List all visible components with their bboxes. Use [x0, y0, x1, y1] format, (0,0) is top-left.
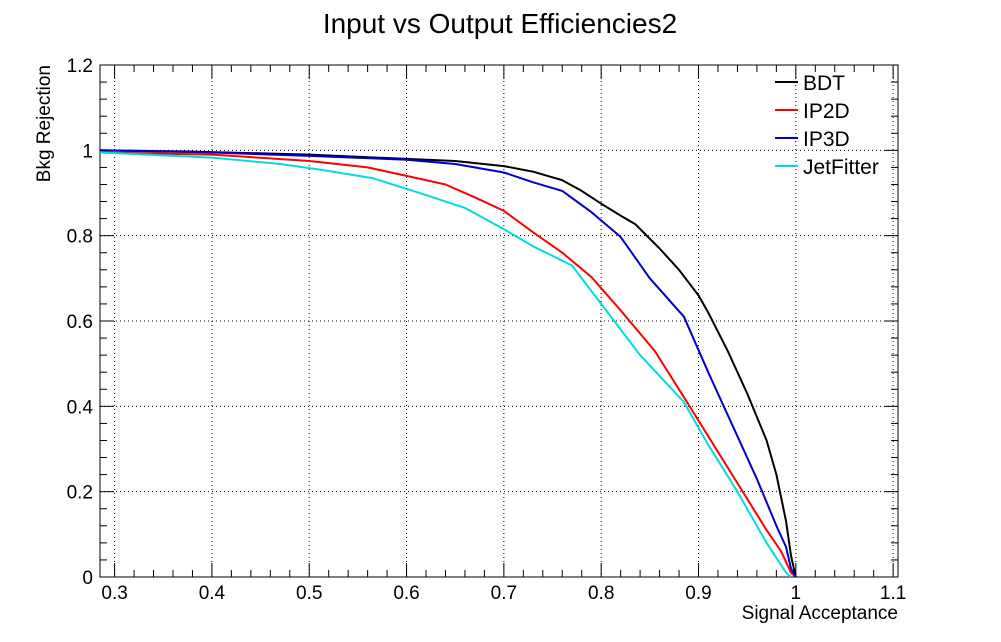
- series-line-bdt: [99, 149, 797, 578]
- grid: [100, 64, 898, 578]
- series-line-ip2d: [99, 151, 797, 578]
- y-axis-label: Bkg Rejection: [34, 65, 55, 182]
- x-tick-label: 0.4: [199, 583, 226, 604]
- series-line-jetfitter: [99, 151, 792, 578]
- x-tick-label: 0.6: [393, 583, 419, 604]
- x-tick-label: 0.5: [296, 583, 322, 604]
- x-tick-label: 0.8: [588, 583, 614, 604]
- legend-label: JetFitter: [803, 156, 879, 179]
- plot-frame: [99, 64, 899, 578]
- legend-label: IP2D: [803, 100, 850, 123]
- y-tick-label: 0.6: [67, 312, 93, 333]
- legend-label: IP3D: [803, 128, 850, 151]
- series-layer: [99, 149, 797, 578]
- y-tick-label: 1.2: [67, 56, 93, 77]
- x-tick-label: 0.9: [685, 583, 711, 604]
- x-tick-label: 1.1: [880, 583, 906, 604]
- x-axis-label: Signal Acceptance: [742, 603, 898, 624]
- tick-labels: 0.3 0.4 0.5 0.6 0.7 0.8 0.9 1 1.1 0 0.2 0.4 0.6 0.8 1 1…: [67, 56, 907, 604]
- legend-label: BDT: [803, 72, 845, 95]
- series-line-ip3d: [99, 149, 797, 578]
- chart-title: Input vs Output Efficiencies2: [323, 8, 677, 39]
- axes: [99, 64, 899, 578]
- y-tick-label: 0.4: [67, 397, 94, 418]
- x-tick-label: 0.7: [491, 583, 517, 604]
- legend: BDT IP2D IP3D JetFitter: [775, 72, 879, 179]
- y-tick-label: 1: [82, 141, 93, 162]
- x-tick-label: 0.3: [101, 583, 127, 604]
- y-tick-label: 0: [82, 568, 93, 589]
- y-tick-label: 0.8: [67, 227, 93, 248]
- x-tick-label: 1: [791, 583, 802, 604]
- y-tick-label: 0.2: [67, 483, 93, 504]
